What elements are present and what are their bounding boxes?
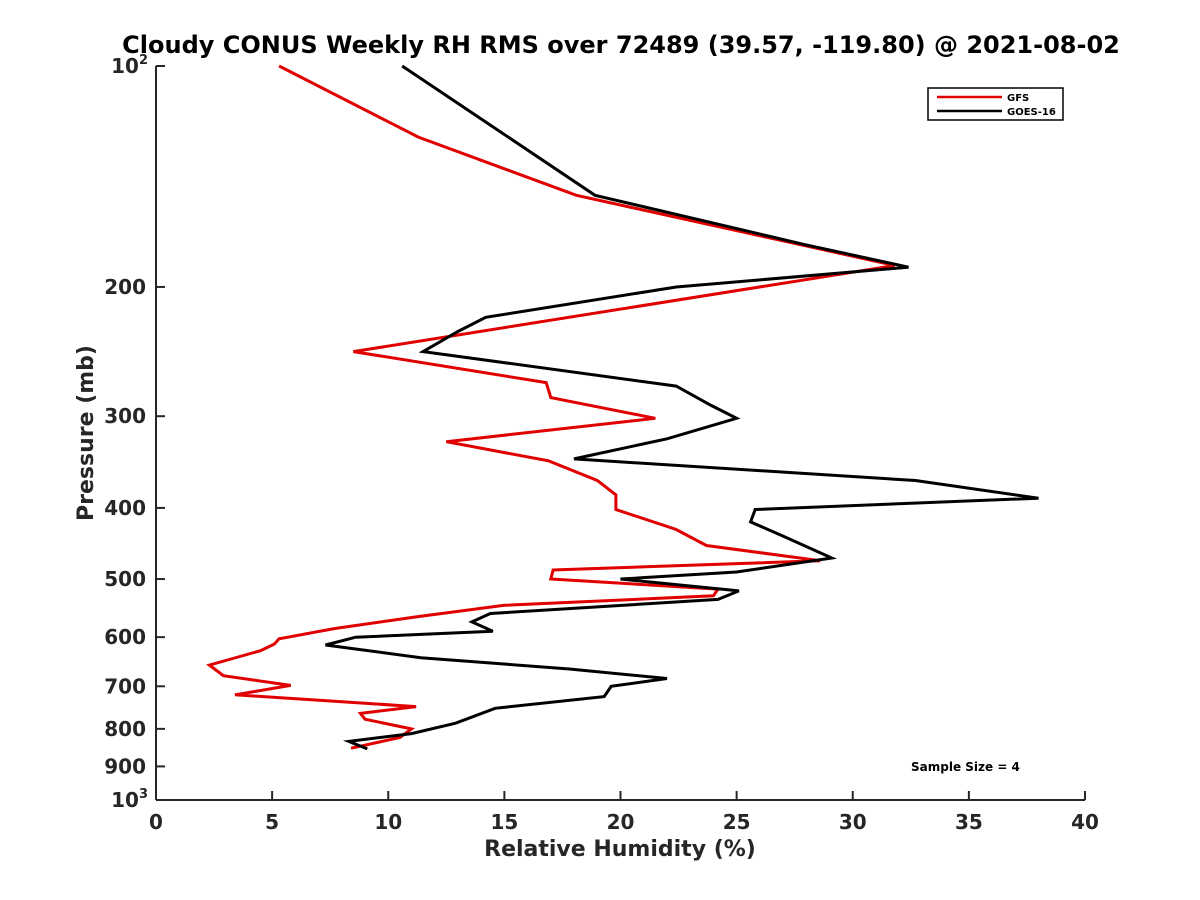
series-line-goes16 bbox=[325, 64, 1039, 751]
series-line-gfs bbox=[206, 64, 895, 750]
x-tick-label: 25 bbox=[723, 810, 751, 834]
x-tick-label: 15 bbox=[490, 810, 518, 834]
legend-box bbox=[927, 87, 1064, 121]
y-tick-label: 400 bbox=[104, 496, 146, 520]
y-tick-label: 600 bbox=[104, 625, 146, 649]
x-tick-label: 30 bbox=[839, 810, 867, 834]
legend: GFS GOES-16 bbox=[927, 87, 1064, 121]
y-tick-label: 900 bbox=[104, 754, 146, 778]
y-tick-label: 200 bbox=[104, 275, 146, 299]
y-tick-label: 102 bbox=[111, 53, 148, 78]
y-tick-label: 103 bbox=[111, 787, 148, 812]
x-tick-label: 10 bbox=[374, 810, 402, 834]
series-layer bbox=[206, 64, 1039, 751]
y-tick-label: 700 bbox=[104, 674, 146, 698]
plot-area bbox=[155, 66, 1085, 801]
x-tick-label: 40 bbox=[1071, 810, 1099, 834]
x-tick-label: 0 bbox=[149, 810, 163, 834]
x-tick-label: 20 bbox=[607, 810, 635, 834]
legend-label-gfs: GFS bbox=[1007, 93, 1029, 104]
sample-size-annotation: Sample Size = 4 bbox=[911, 760, 1020, 774]
y-tick-label: 500 bbox=[104, 567, 146, 591]
x-tick-label: 5 bbox=[265, 810, 279, 834]
x-axis-label: Relative Humidity (%) bbox=[484, 837, 756, 862]
y-tick-label: 300 bbox=[104, 404, 146, 428]
legend-label-goes16: GOES-16 bbox=[1007, 107, 1056, 118]
chart-title: Cloudy CONUS Weekly RH RMS over 72489 (3… bbox=[122, 31, 1120, 59]
x-tick-label: 35 bbox=[955, 810, 983, 834]
x-ticks: 0 5 10 15 20 25 30 35 40 bbox=[149, 791, 1099, 834]
y-tick-label: 800 bbox=[104, 717, 146, 741]
y-ticks: 102 200 300 400 500 600 700 800 900 103 bbox=[104, 53, 165, 812]
y-axis-label: Pressure (mb) bbox=[74, 345, 99, 521]
